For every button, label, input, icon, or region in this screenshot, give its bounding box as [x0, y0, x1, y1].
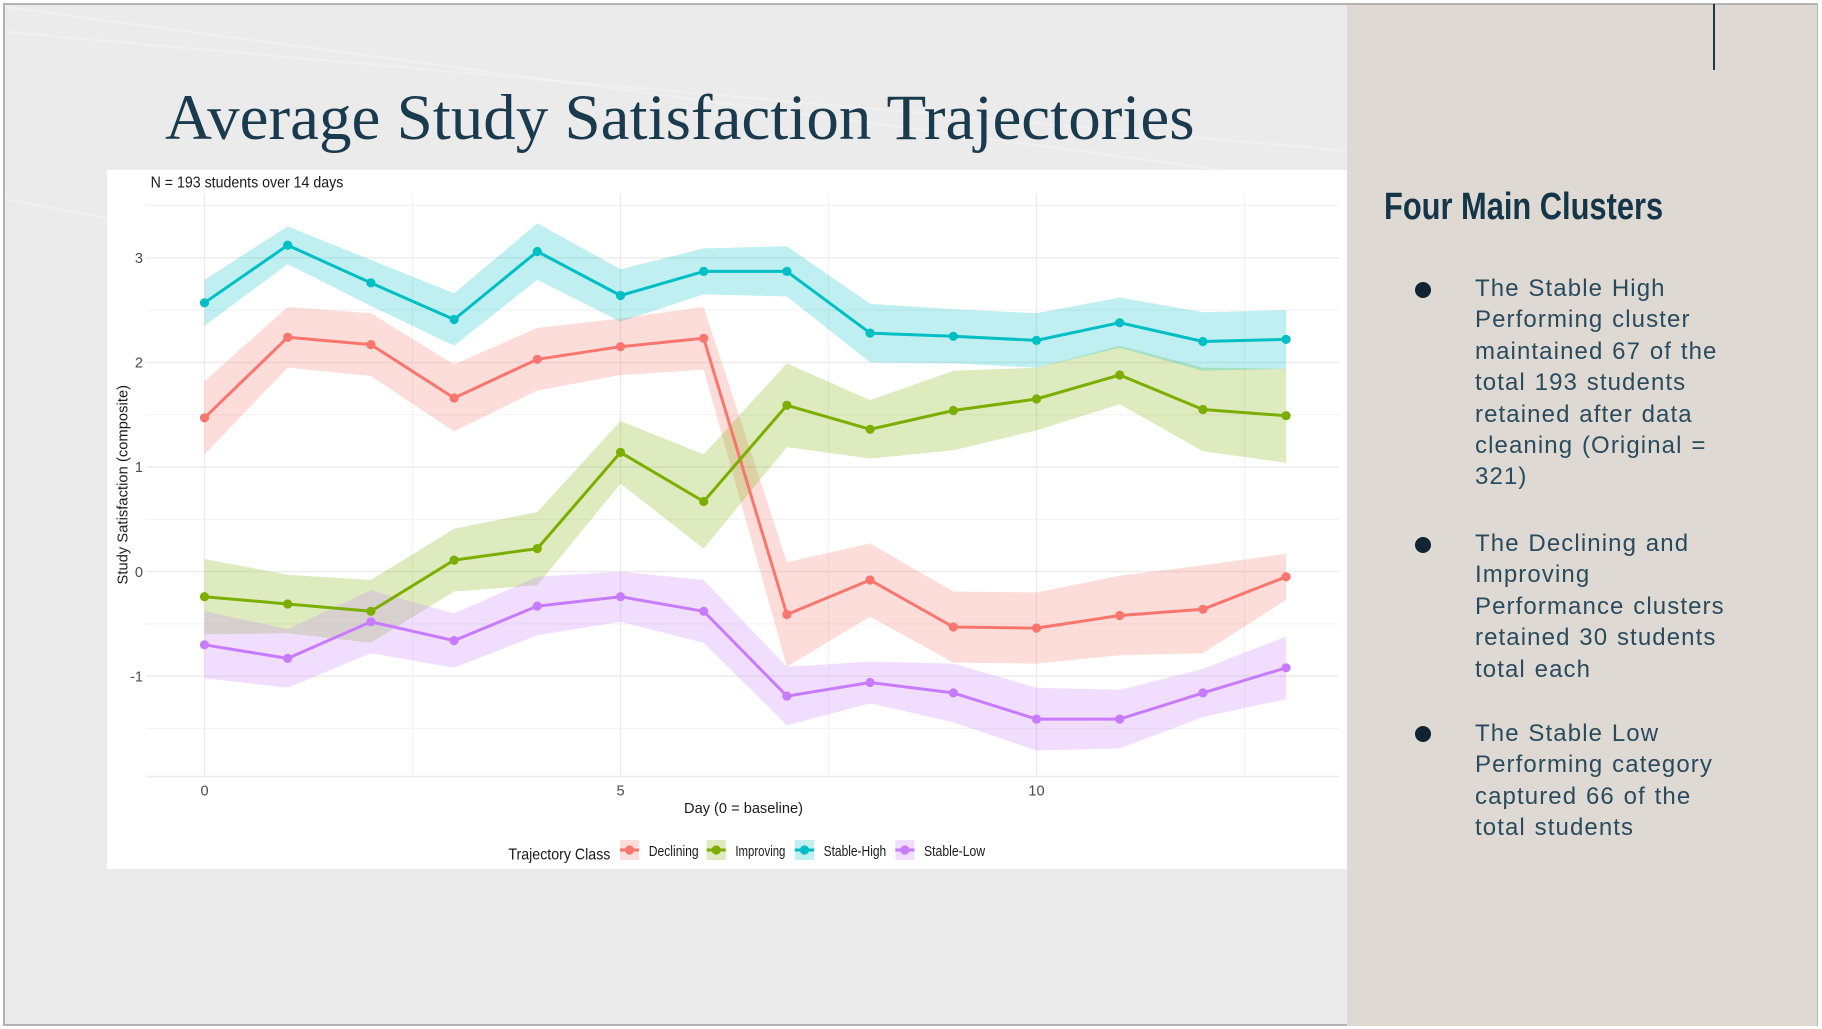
svg-text:Day (0 = baseline): Day (0 = baseline)	[684, 801, 803, 817]
svg-text:3: 3	[135, 251, 143, 267]
svg-text:Trajectory Class: Trajectory Class	[508, 847, 610, 864]
svg-text:Declining: Declining	[649, 844, 699, 860]
svg-text:1: 1	[135, 460, 143, 476]
svg-text:0: 0	[200, 783, 208, 799]
svg-text:-1: -1	[130, 669, 143, 685]
svg-text:5: 5	[616, 783, 624, 799]
svg-text:2: 2	[135, 356, 143, 372]
svg-text:N = 193 students over 14 days: N = 193 students over 14 days	[151, 175, 344, 192]
svg-text:Stable-High: Stable-High	[824, 844, 887, 860]
svg-text:Improving: Improving	[735, 844, 785, 860]
svg-text:10: 10	[1028, 783, 1044, 799]
svg-text:Study Satisfaction (composite): Study Satisfaction (composite)	[116, 385, 132, 585]
svg-text:Stable-Low: Stable-Low	[924, 844, 985, 860]
svg-text:0: 0	[135, 565, 143, 581]
